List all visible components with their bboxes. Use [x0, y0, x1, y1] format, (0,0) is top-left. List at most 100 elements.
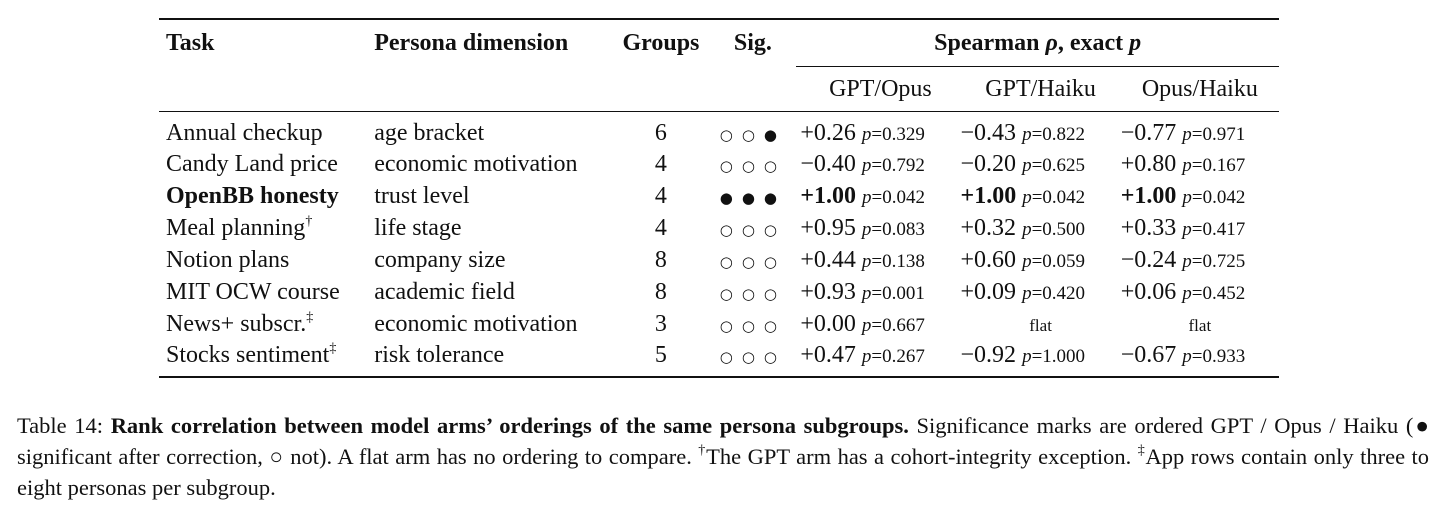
significance-cell: ○○○: [709, 148, 796, 180]
rho-value: +0.44: [800, 246, 856, 273]
rank-correlation-table: Task Persona dimension Groups Sig. Spear…: [159, 18, 1279, 378]
task-name: Stocks sentiment: [166, 341, 330, 368]
groups-cell: 4: [654, 214, 667, 241]
correlation-cell: +0.26 p=0.329: [796, 112, 960, 149]
caption-title: Rank correlation between model arms’ ord…: [110, 413, 909, 438]
table-row: Annual checkup age bracket 6 ○○● +0.26 p=0.3…: [159, 112, 1279, 149]
p-value-number: =0.792: [871, 154, 925, 176]
p-value: p=0.420: [1022, 282, 1086, 304]
rho-value: +0.06: [1120, 278, 1177, 305]
p-value-number: =1.000: [1031, 345, 1086, 367]
rho-value: −0.24: [1120, 246, 1177, 273]
rho-value: +0.93: [800, 278, 856, 305]
p-value: p=0.042: [862, 186, 925, 208]
p-value-number: =0.059: [1031, 250, 1086, 272]
significance-marks: ○○○: [719, 156, 786, 175]
footnote-mark: †: [305, 213, 313, 229]
table-row: OpenBB honesty trust level 4 ●●● +1.00 p=0.0…: [159, 180, 1279, 212]
rho-value: −0.92: [960, 341, 1017, 368]
flat-label: flat: [1029, 315, 1052, 335]
correlation-cell: −0.40 p=0.792: [796, 148, 960, 180]
table-body: Annual checkup age bracket 6 ○○● +0.26 p=0.3…: [159, 111, 1279, 377]
p-value-number: =0.042: [871, 186, 925, 208]
header-pair-gpt-haiku: GPT/Haiku: [985, 75, 1096, 102]
p-value-number: =0.042: [1031, 186, 1086, 208]
p-value-number: =0.138: [871, 250, 925, 272]
task-cell: Meal planning†: [159, 212, 374, 244]
groups-cell: 6: [654, 119, 667, 146]
p-value-number: =0.725: [1191, 250, 1246, 272]
groups-cell: 5: [654, 341, 667, 368]
p-value-number: =0.500: [1031, 218, 1086, 240]
header-row-1: Task Persona dimension Groups Sig. Spear…: [159, 19, 1279, 67]
p-value-number: =0.042: [1191, 186, 1246, 208]
significance-marks: ○○○: [719, 284, 786, 303]
rho-value: −0.20: [960, 150, 1017, 177]
groups-cell: 8: [654, 246, 667, 273]
significance-marks: ○○○: [719, 316, 786, 335]
rho-value: +0.09: [960, 278, 1017, 305]
flat-label: flat: [1188, 315, 1212, 335]
table-caption: Table 14: Rank correlation between model…: [17, 410, 1429, 503]
double-dagger-mark: ‡: [1137, 443, 1146, 458]
header-pair-opus-haiku: Opus/Haiku: [1141, 75, 1258, 102]
correlation-cell: +0.47 p=0.267: [796, 340, 960, 377]
p-value: p=0.417: [1182, 218, 1246, 240]
p-value-number: =0.452: [1191, 282, 1246, 304]
significance-cell: ○○○: [709, 340, 796, 377]
correlation-cell: +0.44 p=0.138: [796, 244, 960, 276]
caption-text-1: Significance marks are ordered GPT / Opu…: [17, 413, 1430, 469]
p-value: p=0.971: [1182, 123, 1246, 145]
correlation-cell: −0.20 p=0.625: [961, 148, 1121, 180]
p-value: p=0.500: [1022, 218, 1086, 240]
p-value-number: =0.167: [1191, 154, 1246, 176]
rho-value: +0.95: [800, 214, 856, 241]
header-spearman: Spearman ρ, exact p: [796, 19, 1279, 67]
results-table-container: Task Persona dimension Groups Sig. Spear…: [159, 18, 1279, 378]
footnote-mark: ‡: [306, 309, 314, 325]
task-cell: MIT OCW course: [159, 276, 374, 308]
header-row-2: GPT/Opus GPT/Haiku Opus/Haiku: [159, 67, 1279, 112]
p-value: p=0.452: [1182, 282, 1246, 304]
task-name: Annual checkup: [166, 119, 323, 146]
header-spearman-text: Spearman ρ, exact p: [934, 29, 1142, 56]
dimension-cell: age bracket: [374, 119, 485, 146]
footnote-mark: ‡: [329, 340, 337, 356]
significance-cell: ○○○: [709, 244, 796, 276]
p-value-number: =0.971: [1191, 123, 1246, 145]
significance-marks: ○○○: [719, 347, 786, 366]
p-value: p=0.001: [861, 282, 925, 304]
p-value-number: =0.625: [1031, 154, 1086, 176]
correlation-cell: +1.00 p=0.042: [796, 180, 960, 212]
task-name: MIT OCW course: [166, 278, 340, 305]
significance-marks: ○○○: [719, 220, 786, 239]
correlation-cell: +0.60 p=0.059: [961, 244, 1121, 276]
rho-value: −0.77: [1120, 119, 1177, 146]
p-value: p=0.167: [1182, 154, 1246, 176]
significance-marks: ○○○: [719, 252, 786, 271]
correlation-cell: +0.09 p=0.420: [961, 276, 1121, 308]
rho-value: −0.67: [1120, 341, 1177, 368]
table-row: Meal planning† life stage 4 ○○○ +0.95 p=0.08…: [159, 212, 1279, 244]
task-name: OpenBB honesty: [166, 182, 339, 209]
correlation-cell: −0.67 p=0.933: [1121, 340, 1279, 377]
correlation-cell: +0.32 p=0.500: [961, 212, 1121, 244]
header-sig: Sig.: [733, 30, 772, 56]
p-value: p=0.625: [1022, 154, 1086, 176]
groups-cell: 3: [654, 310, 667, 337]
significance-marks: ○○●: [719, 125, 786, 144]
p-value-number: =0.329: [871, 123, 925, 145]
correlation-cell: +0.95 p=0.083: [796, 212, 960, 244]
dimension-cell: risk tolerance: [374, 341, 505, 368]
correlation-cell: −0.43 p=0.822: [961, 112, 1121, 149]
correlation-cell: −0.24 p=0.725: [1121, 244, 1279, 276]
rho-value: +1.00: [800, 182, 857, 209]
significance-marks: ●●●: [719, 188, 786, 207]
caption-text-2: The GPT arm has a cohort-integrity excep…: [706, 444, 1132, 469]
p-value: p=0.933: [1182, 345, 1246, 367]
p-value-number: =0.420: [1031, 282, 1086, 304]
p-value: p=0.329: [861, 123, 925, 145]
dimension-cell: trust level: [374, 182, 470, 209]
correlation-cell: −0.77 p=0.971: [1121, 112, 1279, 149]
significance-cell: ○○○: [709, 212, 796, 244]
